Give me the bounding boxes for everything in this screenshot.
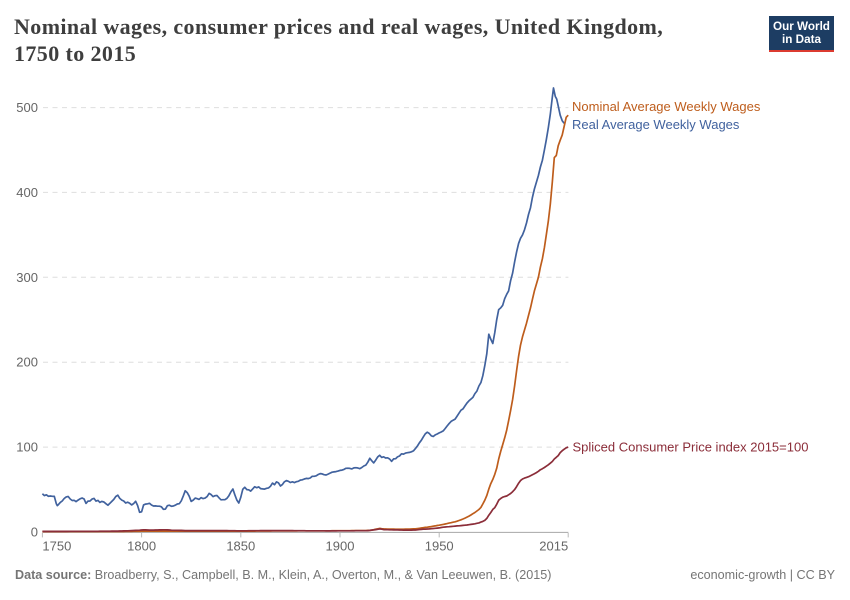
svg-text:1750: 1750 <box>42 539 71 554</box>
svg-text:1950: 1950 <box>425 539 454 554</box>
svg-text:1800: 1800 <box>127 539 156 554</box>
svg-text:400: 400 <box>16 185 38 200</box>
svg-text:Real Average Weekly Wages: Real Average Weekly Wages <box>572 117 740 132</box>
svg-text:500: 500 <box>16 100 38 115</box>
svg-text:100: 100 <box>16 440 38 455</box>
svg-text:Nominal Average Weekly Wages: Nominal Average Weekly Wages <box>572 99 761 114</box>
svg-text:1850: 1850 <box>226 539 255 554</box>
svg-text:2015: 2015 <box>539 539 568 554</box>
svg-text:300: 300 <box>16 270 38 285</box>
svg-text:1900: 1900 <box>326 539 355 554</box>
svg-text:200: 200 <box>16 355 38 370</box>
svg-text:Spliced Consumer Price index 2: Spliced Consumer Price index 2015=100 <box>573 439 809 454</box>
svg-text:0: 0 <box>31 525 38 540</box>
